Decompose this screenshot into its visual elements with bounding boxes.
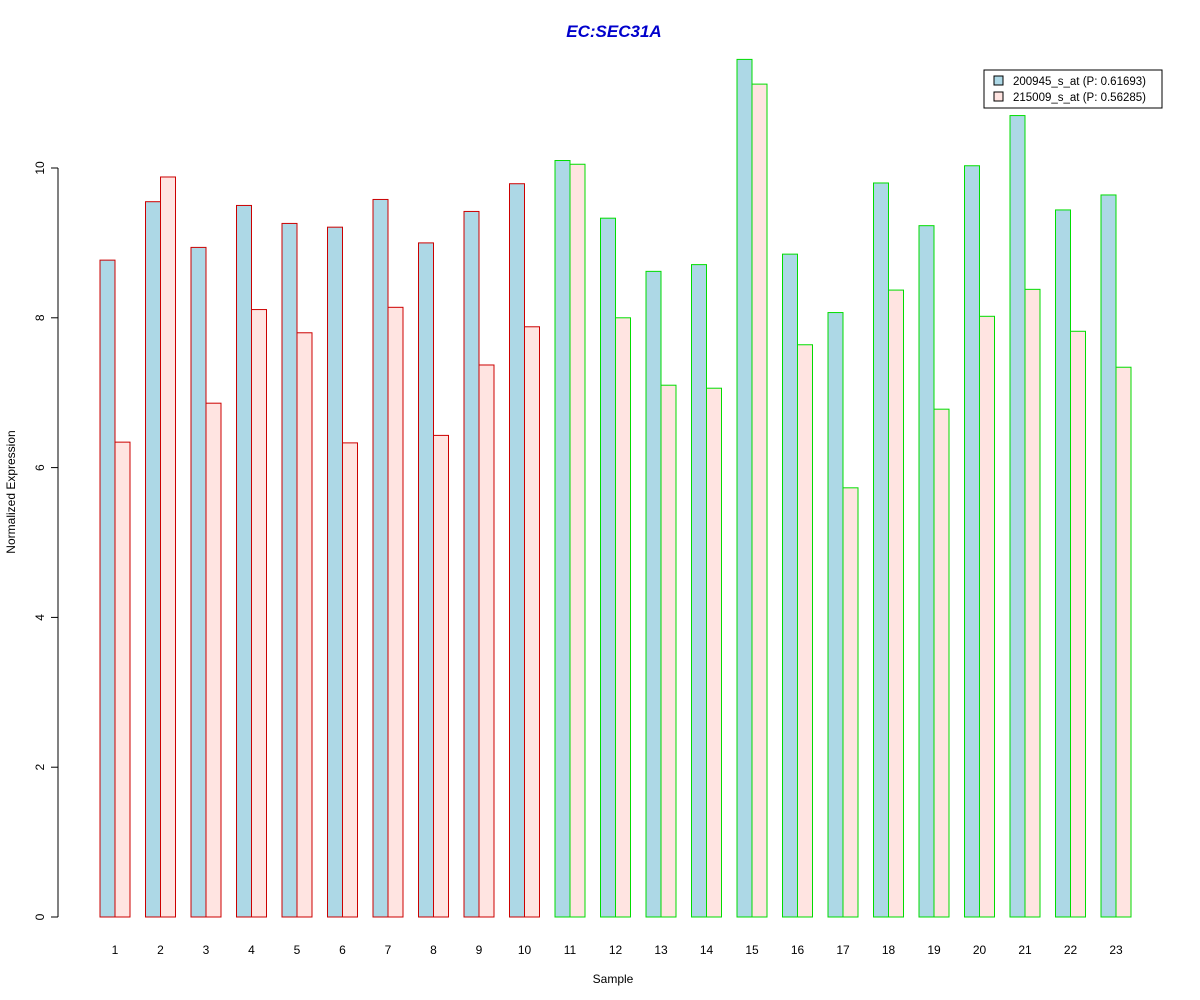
y-tick-label: 2 (33, 764, 47, 771)
y-tick-label: 0 (33, 913, 47, 920)
bar-7-series-1 (372, 198, 389, 918)
x-tick-label: 4 (248, 943, 255, 957)
bar-12-series-1 (600, 217, 616, 918)
bar-3-series-2 (205, 402, 222, 918)
bar-19-series-1 (918, 225, 935, 918)
legend-label-series-2: 215009_s_at (P: 0.56285) (1013, 92, 1146, 104)
bar-4-series-2 (251, 309, 267, 918)
bar-13-series-1 (645, 270, 662, 918)
x-tick-label: 9 (476, 943, 483, 957)
bar-23-series-1 (1100, 194, 1117, 918)
bar-20-series-1 (964, 165, 980, 918)
x-tick-label: 14 (700, 943, 714, 957)
x-axis-label: Sample (593, 972, 634, 986)
x-tick-label: 20 (973, 943, 987, 957)
bar-2-series-2 (160, 176, 176, 918)
chart-title: EC:SEC31A (566, 22, 661, 41)
bar-12-series-2 (615, 317, 631, 918)
bar-9-series-2 (478, 364, 495, 918)
x-tick-label: 6 (339, 943, 346, 957)
bar-17-series-2 (842, 487, 859, 918)
y-axis-label: Normalized Expression (4, 430, 18, 553)
bar-17-series-1 (827, 312, 844, 918)
y-tick-label: 8 (33, 314, 47, 321)
x-tick-label: 19 (927, 943, 941, 957)
bar-14-series-1 (691, 264, 707, 918)
bar-13-series-2 (660, 384, 677, 918)
x-tick-label: 13 (654, 943, 668, 957)
bar-15-series-2 (751, 83, 768, 918)
y-tick-label: 6 (33, 464, 47, 471)
bar-5-series-1 (281, 222, 298, 918)
bar-7-series-2 (387, 306, 404, 918)
x-tick-label: 11 (564, 943, 577, 957)
bar-21-series-1 (1009, 115, 1026, 918)
legend-swatch-series-2 (993, 91, 1004, 102)
bar-8-series-2 (433, 434, 449, 918)
bar-22-series-1 (1055, 209, 1071, 918)
bar-3-series-1 (190, 246, 207, 918)
bar-16-series-2 (797, 344, 813, 918)
legend-swatch-series-1 (993, 75, 1004, 86)
x-tick-labels: 1 2 3 4 5 6 7 8 9 10 11 12 13 14 15 16 17 18 19 20 21 22 23 (112, 943, 1123, 957)
bar-14-series-2 (706, 387, 722, 918)
y-tick-label: 4 (33, 614, 47, 621)
bar-8-series-1 (418, 242, 434, 918)
bar-15-series-1 (736, 58, 753, 918)
bar-18-series-1 (873, 182, 889, 918)
x-tick-label: 23 (1109, 943, 1123, 957)
bar-1-series-2 (114, 441, 131, 918)
x-tick-label: 17 (836, 943, 850, 957)
bar-11-series-1 (554, 160, 571, 918)
bar-11-series-2 (569, 163, 586, 918)
y-axis: 0 2 4 6 8 10 (33, 161, 59, 920)
bar-10-series-2 (524, 326, 540, 918)
bar-22-series-2 (1070, 330, 1086, 918)
x-tick-label: 2 (157, 943, 164, 957)
bar-18-series-2 (888, 289, 904, 918)
bar-10-series-1 (509, 183, 525, 918)
x-tick-label: 10 (518, 943, 532, 957)
x-tick-label: 5 (294, 943, 301, 957)
bar-19-series-2 (933, 408, 950, 918)
x-tick-label: 18 (882, 943, 896, 957)
bar-4-series-1 (236, 204, 252, 918)
legend: 200945_s_at (P: 0.61693) 215009_s_at (P:… (983, 69, 1163, 109)
x-tick-label: 8 (430, 943, 437, 957)
x-tick-label: 21 (1018, 943, 1032, 957)
bar-6-series-1 (327, 226, 343, 918)
x-tick-label: 22 (1064, 943, 1078, 957)
bars-group (99, 58, 1132, 918)
x-tick-label: 16 (791, 943, 805, 957)
bar-20-series-2 (979, 315, 995, 918)
bar-9-series-1 (463, 210, 480, 918)
bar-2-series-1 (145, 201, 161, 918)
x-tick-label: 12 (609, 943, 623, 957)
x-tick-label: 1 (112, 943, 119, 957)
bar-23-series-2 (1115, 366, 1132, 918)
bar-1-series-1 (99, 259, 116, 918)
legend-label-series-1: 200945_s_at (P: 0.61693) (1013, 76, 1146, 88)
bar-6-series-2 (342, 442, 358, 918)
bar-5-series-2 (296, 332, 313, 918)
x-tick-label: 3 (203, 943, 210, 957)
bar-21-series-2 (1024, 288, 1041, 918)
x-tick-label: 15 (745, 943, 759, 957)
y-tick-label: 10 (33, 161, 47, 175)
legend-box (983, 69, 1163, 109)
bar-16-series-1 (782, 253, 798, 918)
x-tick-label: 7 (385, 943, 392, 957)
